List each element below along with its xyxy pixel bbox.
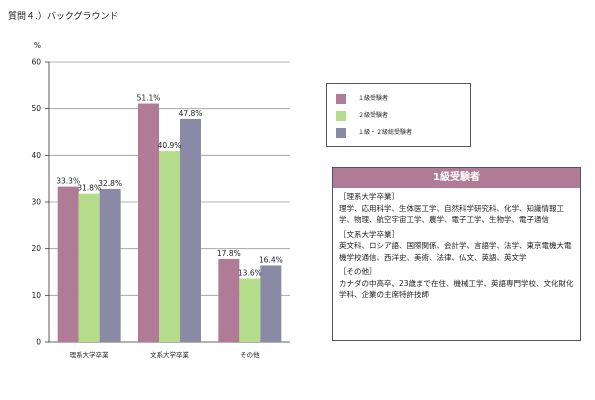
x-category-label: その他: [240, 350, 260, 359]
bar: [260, 265, 282, 342]
grade1-examinee-info-box: 1級受験者 ［理系大学卒業］ 理学、応用科学、生体医工学、自然科学研究科、化学、…: [332, 167, 581, 341]
bar: [138, 103, 159, 343]
y-tick-label: 20: [31, 244, 41, 253]
x-category-label: 文系大学卒業: [150, 350, 190, 359]
info-section-other: ［その他］ カナダの中高卒、23歳まで在住、機械工学、英語専門学校、文化財化学科…: [333, 266, 580, 301]
info-section-title-other: ［その他］: [339, 267, 377, 276]
legend-label-both: １級・２級総受験者: [358, 129, 413, 136]
data-label: 16.4%: [259, 255, 283, 264]
bar: [180, 118, 201, 342]
data-label: 17.8%: [217, 249, 241, 258]
y-tick-label: 0: [36, 338, 41, 347]
info-section-body-science: 理学、応用科学、生体医工学、自然科学研究科、化学、知識情報工学、物理、航空宇宙工…: [339, 203, 564, 225]
bar: [159, 151, 180, 342]
legend-swatch-both: [336, 128, 346, 138]
data-label: 33.3%: [56, 177, 80, 186]
legend-label-grade1: １級受験者: [358, 95, 389, 102]
data-label: 47.8%: [179, 109, 203, 118]
info-section-body-humanities: 英文科、ロシア語、国際関係、会計学、言語学、法学、東京電機大電機学校通信、西洋史…: [339, 241, 572, 262]
bar: [57, 186, 79, 342]
y-tick-label: 40: [31, 151, 41, 160]
bar: [78, 193, 100, 342]
info-section-title-science: ［理系大学卒業］: [339, 192, 399, 201]
legend-swatch-grade2: [336, 111, 346, 121]
legend-label-grade2: ２級受験者: [358, 112, 389, 119]
info-section-body-other: カナダの中高卒、23歳まで在住、機械工学、英語専門学校、文化財化学科、企業の主席…: [339, 278, 574, 300]
bar: [239, 278, 261, 342]
legend-swatch-grade1: [336, 94, 346, 104]
y-tick-label: 60: [31, 58, 41, 67]
data-label: 51.1%: [137, 94, 161, 103]
info-box-header: 1級受験者: [333, 168, 580, 188]
info-section-humanities: ［文系大学卒業］ 英文科、ロシア語、国際関係、会計学、言語学、法学、東京電機大電…: [333, 229, 580, 264]
page-title: 質問４.）バックグラウンド: [8, 12, 119, 22]
data-label: 31.8%: [77, 184, 101, 193]
y-axis-unit-label: %: [34, 41, 41, 50]
y-tick-label: 10: [31, 291, 41, 300]
data-label: 13.6%: [238, 269, 262, 278]
x-category-label: 理系大学卒業: [70, 350, 110, 359]
y-tick-label: 50: [31, 104, 41, 113]
chart-legend: １級受験者 ２級受験者 １級・２級総受験者: [326, 83, 471, 147]
data-label: 32.8%: [98, 179, 122, 188]
y-tick-label: 30: [31, 198, 41, 207]
bar: [218, 258, 240, 342]
bar: [99, 188, 121, 342]
info-section-science: ［理系大学卒業］ 理学、応用科学、生体医工学、自然科学研究科、化学、知識情報工学…: [333, 191, 580, 226]
data-label: 40.9%: [158, 141, 182, 150]
info-section-title-humanities: ［文系大学卒業］: [339, 229, 399, 239]
